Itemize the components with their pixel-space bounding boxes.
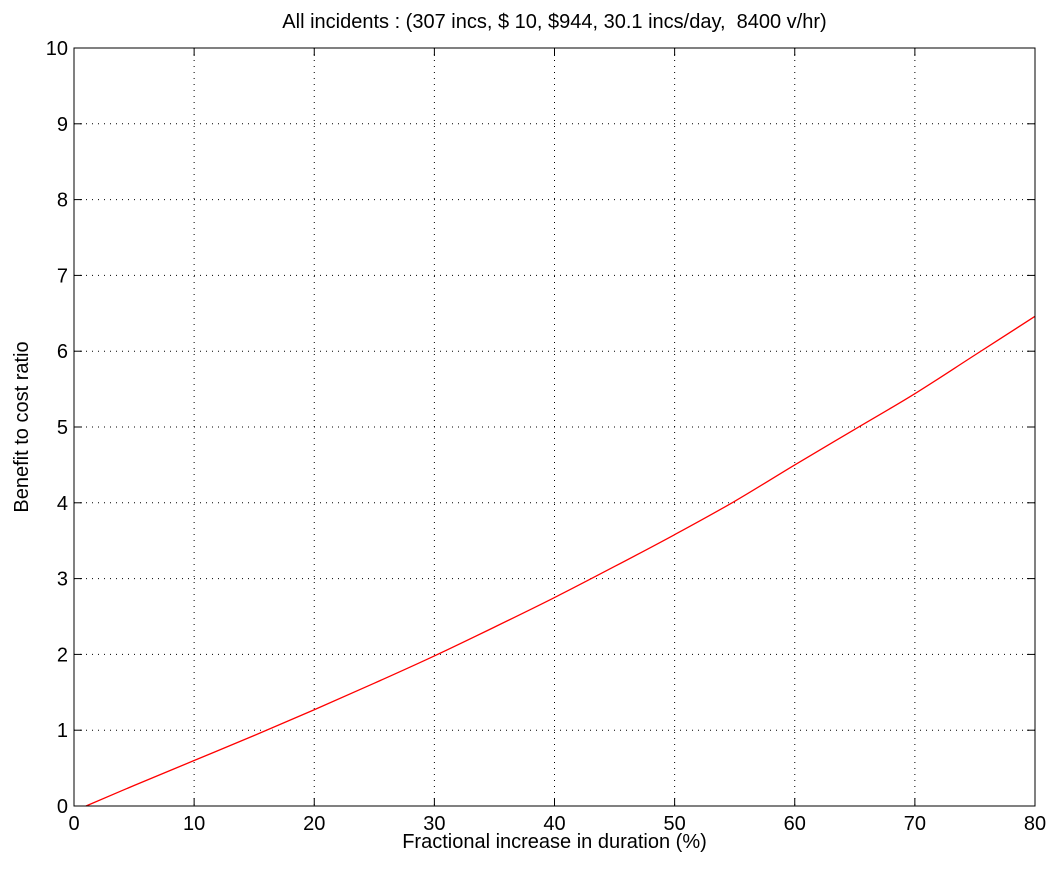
x-tick-label: 80 [1024,813,1046,835]
y-axis-label: Benefit to cost ratio [11,341,33,512]
y-tick-label: 9 [57,114,68,136]
x-tick-label: 70 [904,813,926,835]
chart-title: All incidents : (307 incs, $ 10, $944, 3… [282,11,826,33]
series-line [85,315,1036,807]
x-tick-label: 30 [423,813,445,835]
x-tick-labels: 0 10 20 30 40 50 60 70 80 [68,813,1046,835]
ticks [73,47,1036,807]
y-tick-labels: 0 1 2 3 4 5 6 7 8 9 10 [46,38,68,818]
y-tick-label: 4 [57,493,68,515]
y-tick-label: 0 [57,796,68,818]
x-axis-label: Fractional increase in duration (%) [402,831,707,853]
grid [74,48,1035,806]
y-tick-label: 7 [57,265,68,287]
y-tick-label: 2 [57,644,68,666]
x-tick-label: 20 [303,813,325,835]
x-tick-label: 50 [664,813,686,835]
x-tick-label: 40 [543,813,565,835]
y-tick-label: 5 [57,417,68,439]
x-tick-label: 10 [183,813,205,835]
y-tick-label: 6 [57,341,68,363]
y-tick-label: 1 [57,720,68,742]
y-tick-label: 10 [46,38,68,60]
y-tick-label: 3 [57,569,68,591]
x-tick-label: 0 [68,813,79,835]
series-layer [85,315,1036,807]
y-tick-label: 8 [57,190,68,212]
x-tick-label: 60 [784,813,806,835]
